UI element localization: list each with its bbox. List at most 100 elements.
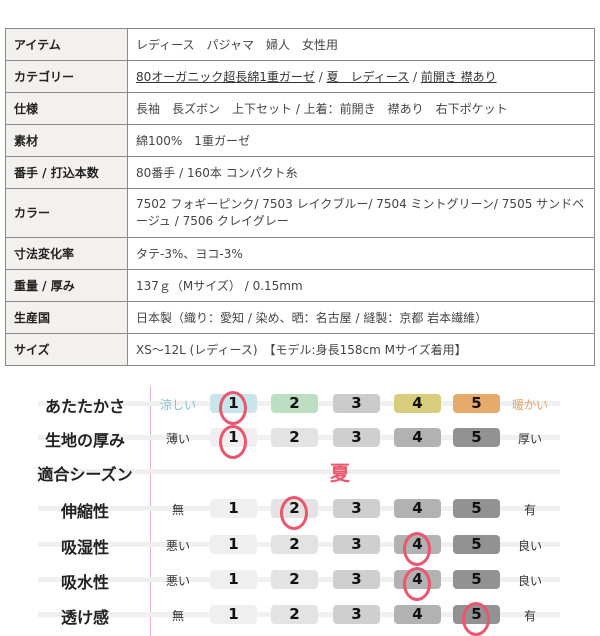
spec-value: レディース パジャマ 婦人 女性用	[127, 28, 595, 61]
rating-row: 吸湿性 悪い 1 2 3 4 5 良い	[0, 529, 600, 566]
rating-number: 1	[228, 499, 239, 517]
spec-row: カテゴリー 80オーガニック超長綿1重ガーゼ / 夏 レディース / 前開き 襟あ…	[5, 60, 595, 93]
spec-value: 80オーガニック超長綿1重ガーゼ / 夏 レディース / 前開き 襟あり	[127, 60, 595, 93]
rating-box: 4	[394, 394, 441, 413]
rating-row: 適合シーズン 夏	[0, 456, 600, 486]
spec-label: 寸法変化率	[5, 237, 128, 270]
selected-circle	[403, 532, 431, 566]
spec-row: アイテム レディース パジャマ 婦人 女性用	[5, 28, 595, 61]
spec-row: 寸法変化率 タテ-3%、ヨコ-3%	[5, 237, 595, 270]
rating-number: 5	[471, 499, 482, 517]
spec-label: カラー	[5, 188, 128, 238]
rating-box: 5	[453, 394, 500, 413]
selected-circle	[219, 391, 247, 425]
rating-chart: あたたかさ 涼しい 1 2 3 4 5 暖かい 生地の厚み 薄い 1 2 3 4 5 厚い 適合シーズン夏 …	[0, 380, 600, 636]
rating-right-word: 良い	[517, 539, 542, 553]
rating-box: 1	[210, 605, 257, 624]
spec-row: 番手 / 打込本数 80番手 / 160本 コンパクト糸	[5, 156, 595, 189]
spec-row: 生産国 日本製（織り：愛知 / 染め、晒：名古屋 / 縫製：京都 岩本繊維）	[5, 301, 595, 334]
rating-number: 3	[351, 394, 362, 412]
rating-number: 1	[228, 605, 239, 623]
spec-value: 綿100% 1重ガーゼ	[127, 124, 595, 157]
spec-label: 素材	[5, 124, 128, 157]
rating-box: 3	[333, 499, 380, 518]
rating-left-word: 悪い	[165, 574, 190, 588]
rating-right-word: 暖かい	[511, 398, 548, 412]
rating-number: 4	[412, 499, 423, 517]
selected-circle	[219, 425, 247, 459]
rating-number: 3	[351, 499, 362, 517]
rating-label: 吸湿性	[60, 538, 109, 557]
category-link[interactable]: 80オーガニック超長綿1重ガーゼ	[136, 70, 315, 84]
rating-box: 5	[453, 428, 500, 447]
rating-right-word: 厚い	[517, 432, 542, 446]
selected-circle	[462, 602, 490, 636]
rating-number: 1	[228, 570, 239, 588]
rating-number: 4	[412, 394, 423, 412]
spec-label: アイテム	[5, 28, 128, 61]
spec-table: アイテム レディース パジャマ 婦人 女性用 カテゴリー 80オーガニック超長綿1重ガ…	[5, 28, 595, 366]
rating-number: 3	[351, 535, 362, 553]
rating-box: 1	[210, 570, 257, 589]
rating-box: 4	[394, 605, 441, 624]
rating-number: 5	[471, 570, 482, 588]
rating-box: 1	[210, 391, 257, 425]
rating-left-word: 無	[171, 503, 184, 517]
spec-row: 重量 / 厚み 137ｇ（Mサイズ） / 0.15mm	[5, 269, 595, 302]
category-link[interactable]: 前開き 襟あり	[420, 70, 497, 84]
spec-value: 80番手 / 160本 コンパクト糸	[127, 156, 595, 189]
spec-label: カテゴリー	[5, 60, 128, 93]
spec-label: 重量 / 厚み	[5, 269, 128, 302]
rating-box: 4	[394, 499, 441, 518]
rating-row: 伸縮性 無 1 2 3 4 5 有	[0, 493, 600, 530]
spec-label: サイズ	[5, 333, 128, 366]
rating-right-word: 有	[523, 503, 536, 517]
rating-box: 2	[271, 605, 318, 624]
spec-value: タテ-3%、ヨコ-3%	[127, 237, 595, 270]
selected-circle	[280, 496, 308, 530]
rating-box: 1	[210, 535, 257, 554]
rating-row: あたたかさ 涼しい 1 2 3 4 5 暖かい	[0, 388, 600, 425]
rating-left-word: 悪い	[165, 539, 190, 553]
rating-box: 4	[394, 567, 441, 601]
link-separator: /	[409, 70, 421, 84]
rating-number: 4	[412, 605, 423, 623]
rating-number: 3	[351, 605, 362, 623]
rating-row: 生地の厚み 薄い 1 2 3 4 5 厚い	[0, 422, 600, 459]
rating-box: 2	[271, 394, 318, 413]
spec-value: 137ｇ（Mサイズ） / 0.15mm	[127, 269, 595, 302]
spec-row: 素材 綿100% 1重ガーゼ	[5, 124, 595, 157]
rating-box: 2	[271, 428, 318, 447]
rating-box: 3	[333, 428, 380, 447]
rating-number: 1	[228, 535, 239, 553]
rating-number: 2	[289, 394, 300, 412]
rating-label: 吸水性	[60, 573, 109, 592]
rating-number: 2	[289, 570, 300, 588]
rating-right-word: 有	[523, 609, 536, 623]
rating-box: 2	[271, 496, 318, 530]
spec-value: 長袖 長ズボン 上下セット / 上着：前開き 襟あり 右下ポケット	[127, 92, 595, 125]
rating-box: 3	[333, 535, 380, 554]
rating-number: 2	[289, 428, 300, 446]
spec-label: 生産国	[5, 301, 128, 334]
spec-value: 7502 フォギーピンク/ 7503 レイクブルー/ 7504 ミントグリーン/…	[127, 188, 595, 238]
rating-box: 5	[453, 535, 500, 554]
rating-left-word: 涼しい	[159, 398, 196, 412]
rating-row: 吸水性 悪い 1 2 3 4 5 良い	[0, 564, 600, 601]
rating-box: 1	[210, 499, 257, 518]
rating-right-word: 良い	[517, 574, 542, 588]
rating-number: 3	[351, 428, 362, 446]
rating-number: 5	[471, 428, 482, 446]
spec-label: 番手 / 打込本数	[5, 156, 128, 189]
spec-row: サイズ XS～12L (レディース) 【モデル:身長158cm Mサイズ着用】	[5, 333, 595, 366]
rating-box: 2	[271, 535, 318, 554]
rating-number: 5	[471, 535, 482, 553]
rating-row: 透け感 無 1 2 3 4 5 有	[0, 599, 600, 636]
category-link[interactable]: 夏 レディース	[326, 70, 410, 84]
rating-label: 透け感	[60, 608, 109, 627]
rating-left-word: 薄い	[165, 432, 190, 446]
rating-box: 4	[394, 532, 441, 566]
selected-circle	[403, 567, 431, 601]
season-value: 夏	[330, 461, 350, 485]
spec-value: 日本製（織り：愛知 / 染め、晒：名古屋 / 縫製：京都 岩本繊維）	[127, 301, 595, 334]
